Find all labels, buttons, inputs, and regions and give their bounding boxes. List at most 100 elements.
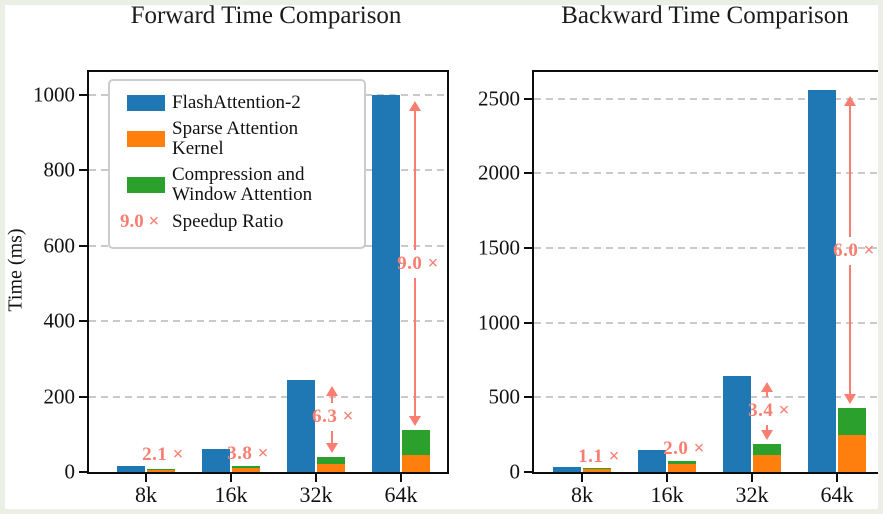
x-tick-label-8k: 8k <box>135 482 157 507</box>
bar-flashattention2-16k <box>202 448 230 472</box>
legend-key-col: 9.0 × <box>120 211 172 233</box>
bar-flashattention2-16k <box>638 449 666 472</box>
legend-row-0: FlashAttention-2 <box>120 93 354 113</box>
bar-flashattention2-32k <box>287 379 315 472</box>
x-tick-label-32k: 32k <box>299 482 333 507</box>
bar-flashattention2-32k <box>723 376 751 472</box>
y-tick-label: 2500 <box>478 86 520 111</box>
speedup-arrowhead-up <box>761 382 773 393</box>
y-tick-mark <box>524 471 532 473</box>
y-tick-label: 1000 <box>33 82 75 107</box>
y-tick-mark <box>79 395 87 398</box>
gridline-500 <box>534 396 880 399</box>
speedup-label-64k: 9.0 × <box>397 253 439 274</box>
bar-compression-window-16k <box>668 460 696 465</box>
speedup-arrow-line-down <box>849 265 851 395</box>
x-tick-label-16k: 16k <box>650 482 684 507</box>
bar-sparse-kernel-64k <box>838 435 866 472</box>
speedup-arrow-line-down <box>331 431 333 444</box>
y-tick-label: 0 <box>509 459 521 484</box>
y-axis-label: Time (ms) <box>4 228 27 312</box>
x-tick-mark <box>145 474 147 482</box>
x-tick-mark <box>230 474 232 482</box>
speedup-arrowhead-down <box>844 394 856 405</box>
legend-label-3: Speedup Ratio <box>172 210 284 232</box>
legend-swatch-2 <box>127 176 165 193</box>
bar-sparse-kernel-16k <box>232 468 260 472</box>
legend-swatch-1 <box>127 130 165 147</box>
y-tick-mark <box>524 97 532 100</box>
speedup-arrow-line-down <box>414 278 416 417</box>
bar-compression-window-64k <box>838 408 866 436</box>
gridline-1500 <box>534 247 880 250</box>
x-tick-label-32k: 32k <box>735 482 769 507</box>
bar-sparse-kernel-32k <box>317 463 345 472</box>
speedup-arrow-line-up <box>766 390 768 397</box>
x-tick-mark <box>400 474 402 482</box>
gridline-200 <box>89 395 447 398</box>
bar-flashattention2-8k <box>117 466 145 472</box>
speedup-arrow-line-up <box>331 393 333 403</box>
y-tick-mark <box>524 247 532 250</box>
x-tick-mark <box>581 474 583 482</box>
speedup-label-8k: 1.1 × <box>578 446 620 467</box>
legend-key-col <box>120 94 172 111</box>
bar-flashattention2-64k <box>372 94 400 472</box>
legend-label-2: Compression and Window Attention <box>172 163 313 205</box>
speedup-label-32k: 6.3 × <box>312 406 354 427</box>
y-tick-label: 1500 <box>478 235 520 260</box>
legend-key-col <box>120 130 172 147</box>
bar-compression-window-16k <box>232 465 260 469</box>
backward-plot-area: 0 500 1000 1500 2000 2500 8k 1.1 × 16k 2.0 × 32k 3.… <box>478 70 882 507</box>
legend-row-2: Compression and Window Attention <box>120 163 354 205</box>
speedup-label-8k: 2.1 × <box>142 444 184 465</box>
x-tick-label-8k: 8k <box>571 482 593 507</box>
bar-compression-window-32k <box>317 457 345 464</box>
speedup-arrowhead-down <box>761 429 773 440</box>
speedup-label-16k: 2.0 × <box>663 438 705 459</box>
x-tick-label-64k: 64k <box>384 482 418 507</box>
bar-sparse-kernel-16k <box>668 464 696 472</box>
speedup-arrowhead-down <box>409 416 421 427</box>
legend-label-0: FlashAttention-2 <box>172 92 301 113</box>
speedup-arrow-line-up <box>414 108 416 250</box>
x-tick-label-64k: 64k <box>820 482 854 507</box>
x-tick-mark <box>836 474 838 482</box>
legend-speedup-ratio-text: 9.0 × <box>120 210 160 232</box>
bar-flashattention2-64k <box>808 89 836 472</box>
gridline-1000 <box>534 321 880 324</box>
y-tick-mark <box>79 320 87 323</box>
y-tick-mark <box>79 169 87 172</box>
legend-row-1: Sparse Attention Kernel <box>120 117 354 159</box>
y-tick-label: 2000 <box>478 160 520 185</box>
y-tick-mark <box>524 321 532 324</box>
y-tick-mark <box>524 172 532 175</box>
y-tick-label: 200 <box>43 384 76 409</box>
speedup-arrow-line-down <box>766 425 768 430</box>
bar-compression-window-8k <box>147 469 175 471</box>
bar-compression-window-8k <box>583 467 611 470</box>
y-tick-label: 0 <box>64 459 76 484</box>
legend: FlashAttention-2 Sparse Attention Kernel C… <box>108 79 366 249</box>
speedup-arrow-line-up <box>849 103 851 237</box>
legend-swatch-0 <box>127 94 165 111</box>
bar-flashattention2-8k <box>553 466 581 472</box>
y-tick-label: 1000 <box>478 310 520 335</box>
bar-compression-window-32k <box>753 443 781 455</box>
legend-label-1: Sparse Attention Kernel <box>172 117 299 159</box>
y-tick-mark <box>79 93 87 96</box>
y-tick-label: 800 <box>43 157 76 182</box>
x-tick-label-16k: 16k <box>214 482 248 507</box>
bar-sparse-kernel-32k <box>753 454 781 472</box>
gridline-2500 <box>534 97 880 100</box>
speedup-label-16k: 3.8 × <box>227 443 269 464</box>
gridline-400 <box>89 320 447 323</box>
y-tick-label: 500 <box>488 384 521 409</box>
x-tick-mark <box>315 474 317 482</box>
speedup-arrowhead-up <box>844 95 856 106</box>
y-tick-mark <box>524 396 532 399</box>
speedup-label-32k: 3.4 × <box>748 400 790 421</box>
x-tick-mark <box>751 474 753 482</box>
legend-key-col <box>120 176 172 193</box>
